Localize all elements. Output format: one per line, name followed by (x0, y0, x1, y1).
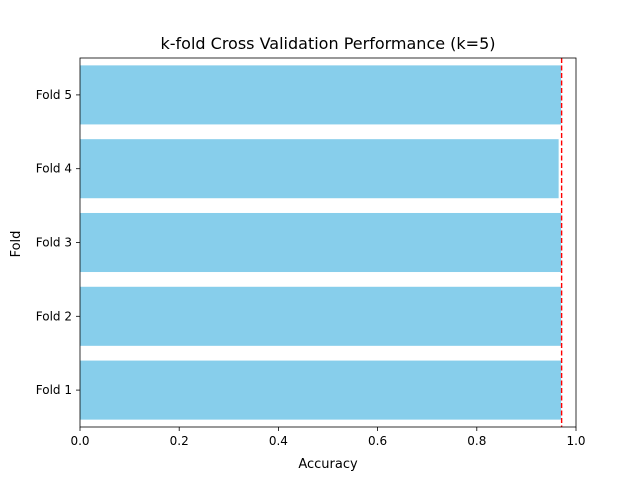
x-tick-label-6: 1.0 (566, 434, 585, 448)
y-axis-label: Fold (9, 231, 24, 258)
bar-4 (80, 139, 559, 199)
chart-title: k-fold Cross Validation Performance (k=5… (161, 34, 496, 53)
bar-1 (80, 360, 562, 420)
x-axis-label: Accuracy (298, 457, 358, 472)
x-tick-label-4: 0.6 (368, 434, 387, 448)
bar-5 (80, 65, 562, 125)
plot-frame (79, 57, 577, 428)
y-tick-label-1: Fold 1 (36, 383, 72, 397)
bar-2 (80, 286, 562, 346)
y-tick-label-2: Fold 2 (36, 309, 72, 323)
y-tick-label-4: Fold 4 (36, 162, 72, 176)
bar-3 (80, 212, 562, 273)
x-tick-label-3: 0.4 (269, 434, 288, 448)
y-tick-label-5: Fold 5 (36, 88, 72, 102)
x-tick-label-2: 0.2 (170, 434, 189, 448)
x-tick-label-5: 0.8 (467, 434, 486, 448)
x-tick-label-1: 0.0 (70, 434, 89, 448)
y-tick-label-3: Fold 3 (36, 236, 72, 250)
plot-area: Fold 1 Fold 2 Fold 3 Fold 4 Fold 5 0.0 0.2 0.4 0… (36, 57, 586, 448)
